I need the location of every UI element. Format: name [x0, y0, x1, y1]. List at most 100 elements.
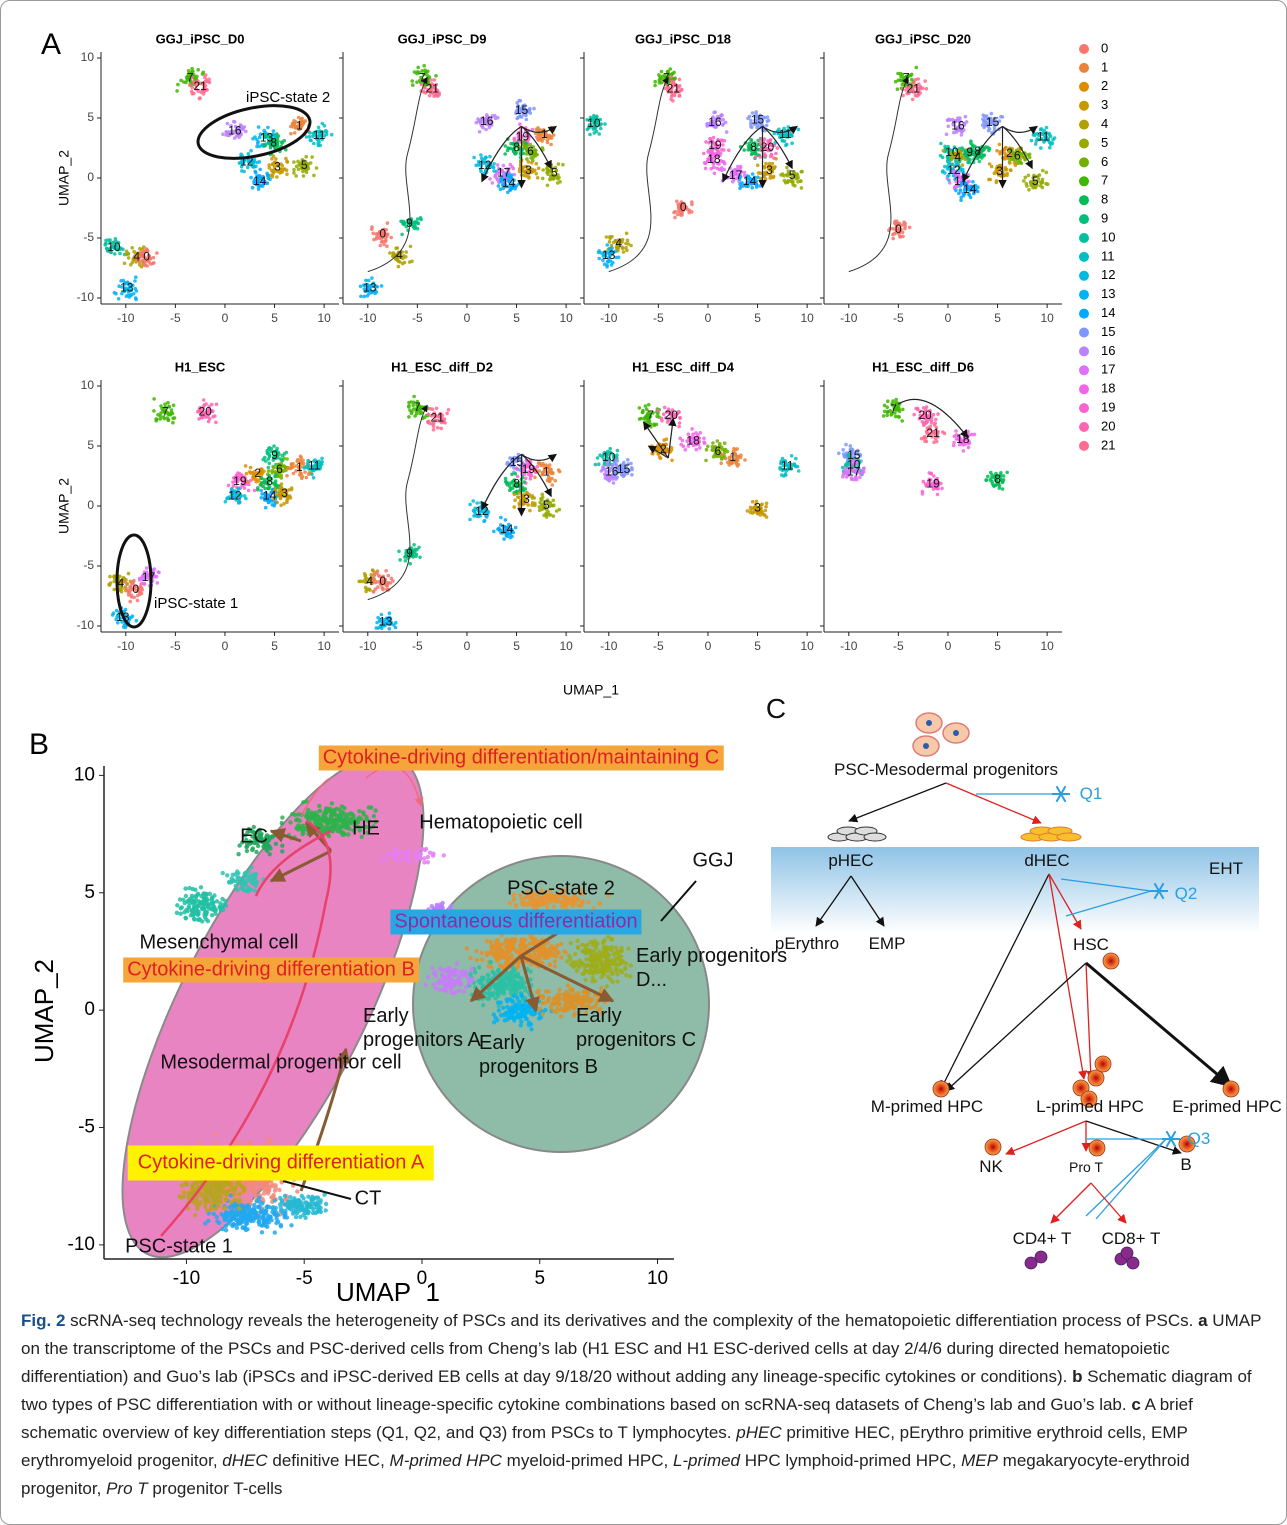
legend-swatch: [1079, 233, 1089, 243]
cluster-label: 4: [955, 150, 962, 164]
cell-dot: [286, 467, 290, 471]
cell-dot: [172, 404, 176, 408]
x-tick-label: -5: [412, 639, 423, 653]
y-tick-label: -5: [83, 558, 94, 572]
cluster-label: 2: [254, 466, 261, 480]
cell-dot: [705, 448, 709, 452]
cell-dot: [528, 509, 532, 513]
cell-dot: [784, 473, 788, 477]
cell-dot: [653, 84, 657, 88]
cell-dot: [267, 163, 271, 167]
cell-dot: [940, 487, 944, 491]
cell-dot: [536, 137, 540, 141]
x-tick-label: 5: [271, 639, 278, 653]
cell-dot: [1039, 184, 1043, 188]
cell-dot: [317, 804, 321, 808]
cell-dot: [665, 437, 669, 441]
cell-dot: [417, 546, 421, 550]
cell-dot: [921, 490, 925, 494]
cell-dot: [369, 805, 373, 809]
plot-title: H1_ESC_diff_D6: [872, 359, 974, 374]
cell-dot: [1027, 174, 1031, 178]
cluster-label: 19: [708, 138, 722, 152]
cell-dot: [400, 233, 404, 237]
cell-dot: [886, 399, 890, 403]
cluster-label: 8: [266, 474, 273, 488]
cell-dot: [179, 79, 183, 83]
cluster-label: 12: [228, 489, 242, 503]
plot-title: H1_ESC_diff_D2: [391, 359, 493, 374]
cluster-label: 11: [779, 127, 792, 141]
cell-dot: [258, 145, 262, 149]
cell-dot: [678, 437, 682, 441]
cluster-label: 3: [281, 486, 288, 500]
cluster-label: 0: [680, 200, 687, 214]
cell-dot: [941, 156, 945, 160]
cell-dot: [247, 489, 251, 493]
cell-dot: [152, 256, 156, 260]
x-tick-label: -10: [359, 639, 377, 653]
cell-dot: [545, 171, 549, 175]
cell-dot: [1044, 182, 1048, 186]
cell-dot: [472, 156, 476, 160]
cluster-label: 0: [143, 249, 150, 263]
cell-dot: [932, 440, 936, 444]
cell-dot: [535, 172, 539, 176]
cell-dot: [1022, 179, 1026, 183]
x-tick-label: 5: [754, 639, 761, 653]
cell-dot: [435, 407, 439, 411]
cell-dot: [759, 171, 763, 175]
cluster-label: 19: [926, 477, 940, 491]
cell-dot: [653, 80, 657, 84]
cell-dot: [506, 191, 510, 195]
x-tick-label: 10: [559, 639, 573, 653]
cell-dot: [112, 580, 116, 584]
cell-dot: [727, 148, 731, 152]
cell-dot: [517, 182, 521, 186]
cell-dot: [291, 125, 295, 129]
cell-dot: [342, 806, 346, 810]
cell-dot: [407, 404, 411, 408]
cell-dot: [776, 146, 780, 150]
cell-dot: [380, 284, 384, 288]
cell-dot: [434, 74, 438, 78]
cluster-label: 8: [270, 135, 277, 149]
cell-dot: [675, 200, 679, 204]
cell-dot: [946, 177, 950, 181]
cell-dot: [947, 125, 951, 129]
cell-dot: [208, 81, 212, 85]
cell-dot: [626, 458, 630, 462]
x-tick-label: 0: [464, 639, 471, 653]
cell-dot: [603, 122, 607, 126]
cell-dot: [285, 474, 289, 478]
cell-dot: [594, 463, 598, 467]
cell-dot: [841, 448, 845, 452]
cell-dot: [513, 498, 517, 502]
cell-dot: [176, 83, 180, 87]
cell-dot: [987, 129, 991, 133]
cell-dot: [531, 496, 535, 500]
cluster-label: 5: [551, 165, 558, 179]
cluster-label: 0: [379, 227, 386, 241]
cell-dot: [746, 509, 750, 513]
cell-dot: [503, 152, 507, 156]
cell-dot: [1039, 146, 1043, 150]
cell-dot: [862, 470, 866, 474]
legend-label: 10: [1101, 229, 1115, 244]
legend-swatch: [1079, 252, 1089, 262]
cluster-label: 21: [667, 81, 681, 95]
legend-swatch: [1079, 214, 1089, 224]
cell-dot: [682, 445, 686, 449]
cell-dot: [597, 462, 601, 466]
cell-dot: [111, 613, 115, 617]
cell-dot: [1049, 143, 1053, 147]
cell-dot: [514, 472, 518, 476]
cell-dot: [659, 457, 663, 461]
cluster-label: 14: [963, 182, 977, 196]
cell-dot: [207, 78, 211, 82]
cluster-label: 1: [296, 460, 303, 474]
x-tick-label: 0: [945, 311, 952, 325]
cell-dot: [724, 457, 728, 461]
cell-dot: [445, 412, 449, 416]
cell-dot: [322, 815, 326, 819]
